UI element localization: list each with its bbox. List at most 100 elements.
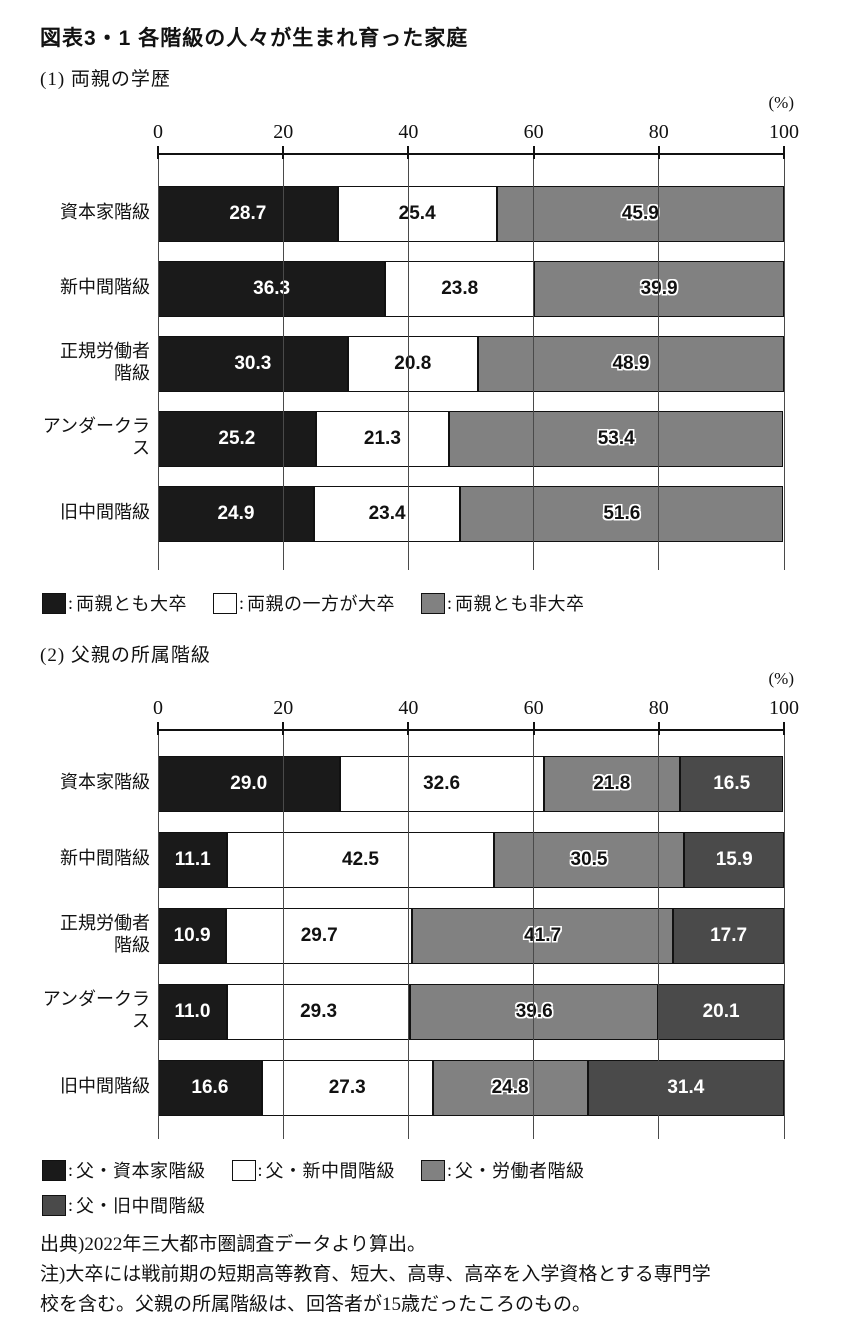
bar-row: 29.0 32.6 21.8 16.5: [158, 756, 784, 812]
legend-item: : 父・労働者階級: [421, 1157, 585, 1183]
chart2-category-labels: 資本家階級新中間階級正規労働者 階級アンダークラス旧中間階級: [40, 729, 158, 1139]
axis-tick-label: 40: [398, 121, 419, 143]
legend-swatch: [421, 1159, 446, 1181]
note-line-2: 校を含む。父親の所属階級は、回答者が15歳だったころのもの。: [40, 1294, 592, 1316]
bar-value-label: 25.2: [218, 428, 256, 449]
legend-item: : 父・旧中間階級: [42, 1192, 206, 1218]
bar-row: 24.9 23.4 51.6: [158, 486, 784, 542]
bar-segment: 41.7: [412, 908, 674, 964]
legend-colon: :: [239, 592, 245, 613]
bar-value-label: 30.5: [570, 849, 608, 870]
bar-segment: 28.7: [158, 186, 338, 242]
legend-item: : 両親とも非大卒: [421, 590, 585, 616]
legend-colon: :: [447, 592, 453, 613]
axis-tick-label: 0: [153, 121, 163, 143]
bar-value-label: 42.5: [342, 849, 379, 870]
bar-row: 10.9 29.7 41.7 17.7: [158, 908, 784, 964]
bar-segment: 16.6: [158, 1060, 262, 1116]
chart-fathers-class: 資本家階級 新中間階級 正規労働者 階級 アンダークラス 旧中間階級 (%) 29.0 3…: [40, 669, 799, 1218]
chart1-plot-area: (%) 28.725.445.936.323.839.930.320.848.9…: [153, 93, 799, 570]
axis-tick: [407, 146, 410, 159]
bar-row: 16.6 27.3 24.8 31.4: [158, 1060, 785, 1116]
axis-tick-label: 20: [273, 121, 294, 143]
bar-segment: 10.9: [158, 908, 227, 964]
bar-value-label: 16.6: [191, 1077, 229, 1098]
bar-value-label: 28.7: [229, 203, 267, 224]
chart1-percent-unit-label: (%): [768, 93, 794, 112]
bar-segment: 11.1: [158, 832, 228, 888]
gridline: [783, 155, 785, 570]
bar-segment: 17.7: [673, 908, 784, 964]
chart2-plot-area: (%) 29.0 32.6 21.8 16.5 11.1 42.5 30.5 15.9 10.9…: [153, 669, 799, 1139]
axis-tick: [282, 722, 285, 735]
legend-label: 父・旧中間階級: [76, 1196, 206, 1216]
bar-segment: 25.4: [337, 186, 497, 242]
gridline: [157, 155, 159, 570]
gridline: [533, 731, 535, 1139]
bar-segment: 21.3: [315, 411, 450, 467]
bar-value-label: 24.9: [217, 503, 255, 524]
category-label: アンダークラス: [42, 988, 150, 1032]
bar-value-label: 45.9: [621, 203, 659, 224]
bar-value-label: 10.9: [173, 925, 211, 946]
legend-label: 両親の一方が大卒: [247, 594, 396, 614]
category-label: 旧中間階級: [60, 501, 150, 522]
bar-value-label: 23.4: [368, 503, 406, 524]
chart1-legend: : 両親とも大卒: 両親の一方が大卒: 両親とも非大卒: [42, 590, 784, 616]
axis-tick-label: 20: [273, 697, 294, 719]
legend-swatch: [421, 592, 446, 614]
category-label: 資本家階級: [60, 771, 150, 792]
note-line-1: 注)大卒には戦前期の短期高等教育、短大、高専、高卒を入学資格とする専門学: [40, 1264, 711, 1286]
axis-tick-label: 80: [648, 121, 669, 143]
legend-colon: :: [68, 1159, 74, 1180]
bar-row: 28.7 25.4 45.9: [158, 186, 784, 242]
axis-tick: [532, 722, 535, 735]
axis-tick: [783, 146, 785, 159]
bar-value-label: 36.3: [253, 278, 291, 299]
gridline: [282, 731, 284, 1139]
chart1-bars: 28.725.445.936.323.839.930.320.848.925.2…: [158, 155, 784, 542]
chart-parents-education: 資本家階級 新中間階級 正規労働者 階級 アンダークラス 旧中間階級 (%) 28.7 2…: [40, 93, 799, 616]
gridline: [783, 731, 785, 1139]
legend-swatch: [213, 592, 238, 614]
legend-swatch: [231, 1159, 256, 1181]
bar-segment: 20.1: [658, 984, 784, 1040]
bar-value-label: 39.6: [515, 1001, 553, 1022]
category-label: 旧中間階級: [60, 1075, 150, 1096]
legend-label: 父・労働者階級: [455, 1161, 585, 1181]
bar-segment: 11.0: [158, 984, 227, 1040]
legend-colon: :: [68, 1194, 74, 1215]
bar-row: 30.3 20.8 48.9: [158, 336, 784, 392]
legend-item: : 両親の一方が大卒: [213, 590, 395, 616]
legend-label: 両親とも非大卒: [455, 594, 585, 614]
bar-segment: 30.3: [158, 336, 348, 392]
legend-label: 両親とも大卒: [76, 594, 188, 614]
gridline: [157, 731, 159, 1139]
legend-label: 父・資本家階級: [76, 1161, 206, 1181]
bar-segment: 53.4: [449, 411, 784, 467]
category-label: アンダークラス: [42, 415, 150, 459]
legend-swatch: [42, 1194, 66, 1216]
bar-segment: 32.6: [339, 756, 544, 812]
axis-tick: [657, 146, 660, 159]
bar-value-label: 15.9: [715, 849, 753, 870]
category-label: 新中間階級: [60, 847, 150, 868]
axis-tick: [407, 722, 410, 735]
bar-segment: 23.8: [385, 261, 535, 317]
bar-value-label: 20.8: [394, 353, 432, 374]
gridline: [533, 155, 535, 570]
bar-segment: 42.5: [227, 832, 494, 888]
bar-value-label: 21.8: [593, 773, 631, 794]
bar-segment: 48.9: [477, 336, 784, 392]
bar-segment: 27.3: [261, 1060, 433, 1116]
axis-tick: [157, 722, 159, 735]
bar-row: 36.323.839.9: [158, 261, 784, 317]
bar-segment: 23.4: [313, 486, 461, 542]
footnotes: 出典)2022年三大都市圏調査データより算出。 注)大卒には戦前期の短期高等教育…: [40, 1230, 784, 1320]
bar-value-label: 32.6: [423, 773, 461, 794]
category-label: 正規労働者 階級: [60, 912, 150, 956]
bar-value-label: 16.5: [713, 773, 751, 794]
bar-value-label: 29.3: [300, 1001, 338, 1022]
legend-label: 父・新中間階級: [265, 1161, 396, 1181]
bar-row: 11.0 29.3 39.6 20.1: [158, 984, 784, 1040]
